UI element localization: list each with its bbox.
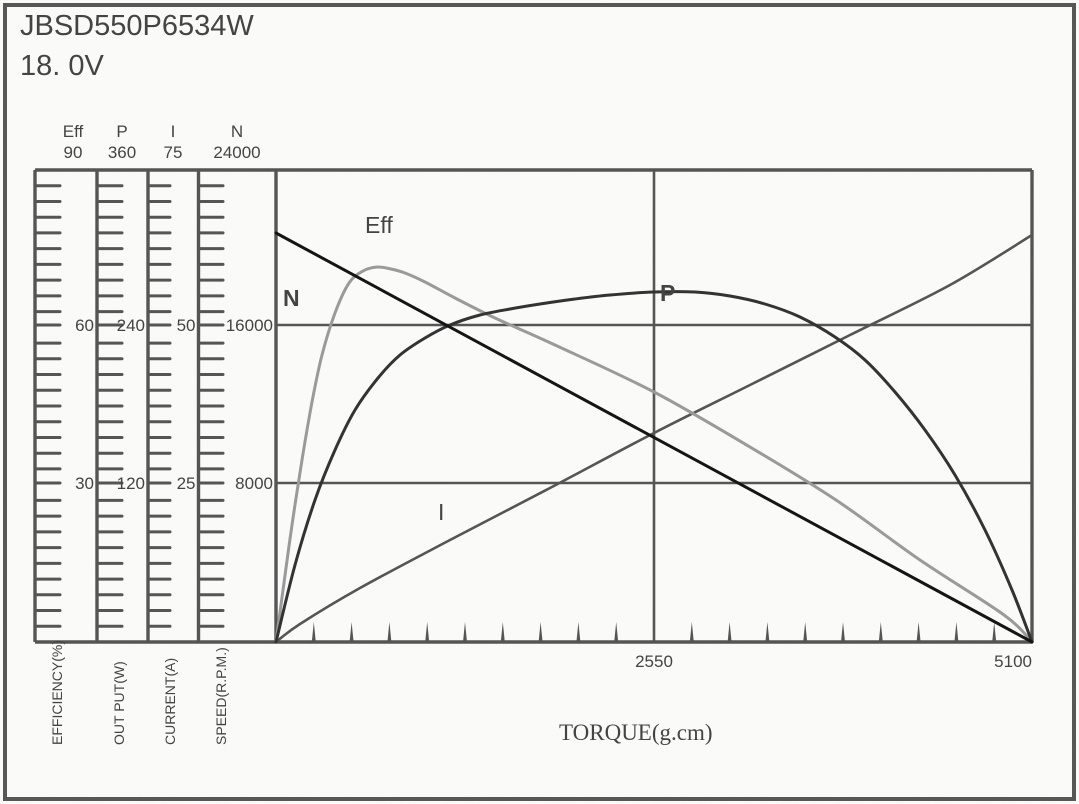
svg-text:SPEED(R.P.M.): SPEED(R.P.M.) [213,647,229,745]
svg-text:Eff: Eff [63,122,84,141]
svg-text:EFFICIENCY(%): EFFICIENCY(%) [49,640,65,745]
svg-text:60: 60 [75,316,94,335]
svg-text:I: I [171,122,176,141]
svg-text:Eff: Eff [365,212,393,238]
svg-text:25: 25 [177,474,196,493]
svg-text:OUT PUT(W): OUT PUT(W) [111,661,127,745]
svg-text:2550: 2550 [635,652,673,671]
svg-text:I: I [438,499,444,525]
svg-text:90: 90 [64,143,83,162]
svg-text:TORQUE(g.cm): TORQUE(g.cm) [559,720,713,745]
svg-text:24000: 24000 [213,143,260,162]
svg-text:50: 50 [177,316,196,335]
svg-text:N: N [283,285,300,311]
svg-text:JBSD550P6534W: JBSD550P6534W [20,10,254,42]
svg-text:30: 30 [75,474,94,493]
svg-text:N: N [231,122,243,141]
svg-text:CURRENT(A): CURRENT(A) [162,658,178,745]
svg-text:P: P [116,122,127,141]
svg-text:120: 120 [117,474,145,493]
svg-text:18. 0V: 18. 0V [20,50,104,82]
svg-text:240: 240 [117,316,145,335]
svg-text:P: P [660,280,675,306]
svg-text:5100: 5100 [994,652,1032,671]
svg-text:360: 360 [108,143,136,162]
svg-text:16000: 16000 [226,316,273,335]
svg-text:75: 75 [164,143,183,162]
svg-text:8000: 8000 [235,474,273,493]
